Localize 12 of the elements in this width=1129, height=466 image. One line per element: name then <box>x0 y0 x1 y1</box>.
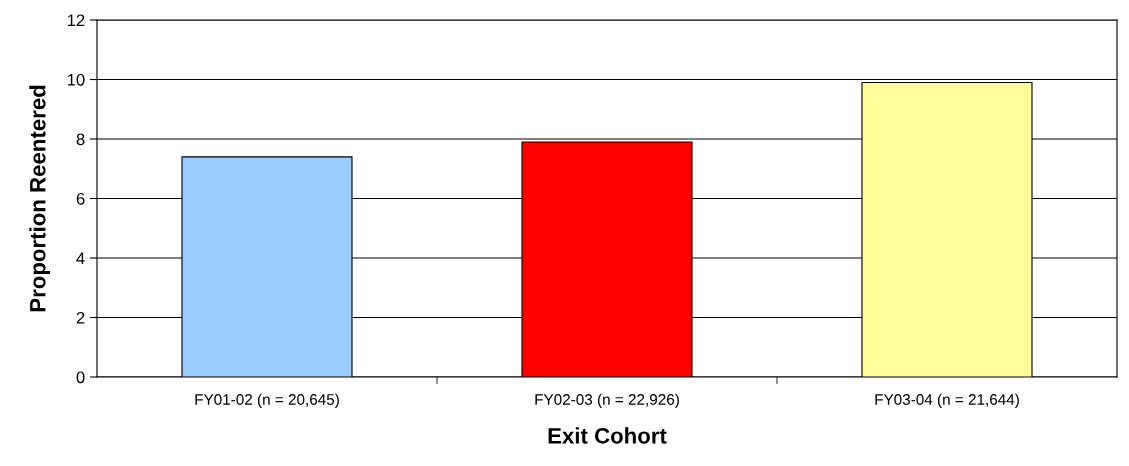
y-tick-label: 2 <box>76 311 85 324</box>
y-tick-label: 8 <box>76 133 85 146</box>
x-axis-title: Exit Cohort <box>548 427 667 444</box>
x-tick-label: FY01-02 (n = 20,645) <box>195 393 339 408</box>
y-tick-label: 12 <box>67 14 85 27</box>
y-axis-title: Proportion Reentered <box>29 85 50 312</box>
y-tick-label: 4 <box>76 252 85 265</box>
x-tick-label: FY02-03 (n = 22,926) <box>535 393 679 408</box>
y-tick-label: 10 <box>67 73 85 86</box>
y-tick-label: 0 <box>76 371 85 384</box>
y-tick-label: 6 <box>76 192 85 205</box>
x-tick-label: FY03-04 (n = 21,644) <box>875 393 1019 408</box>
